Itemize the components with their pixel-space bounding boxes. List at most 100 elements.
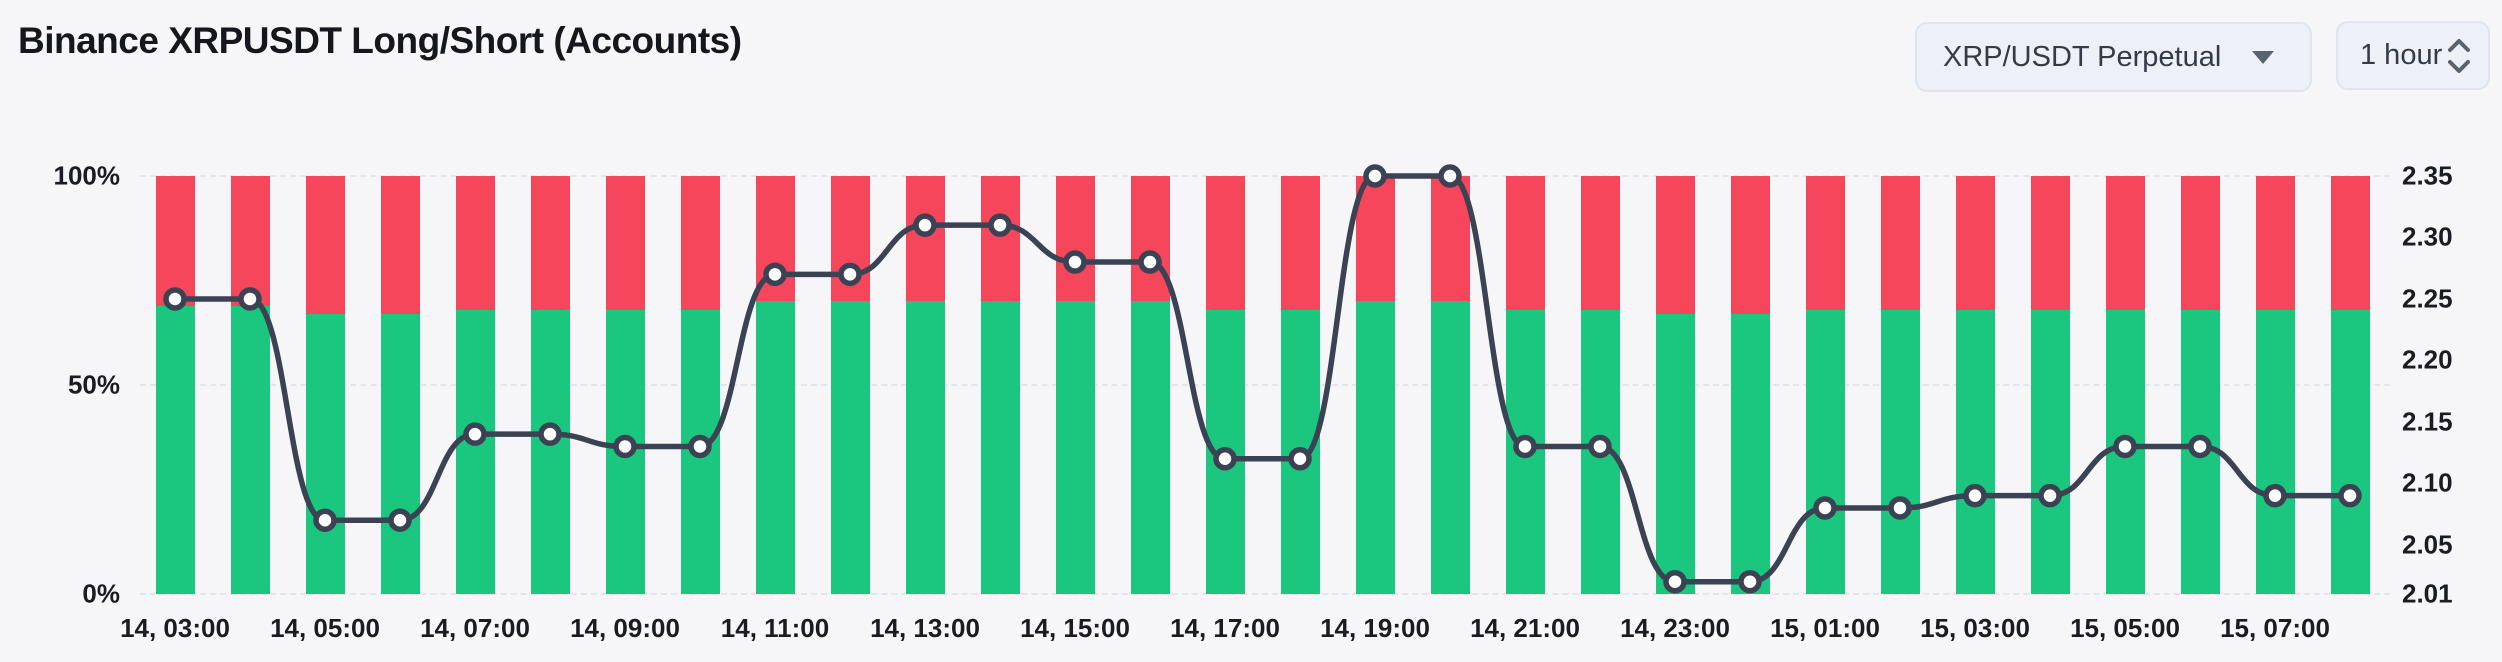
- short-bar-segment: [1730, 176, 1770, 314]
- price-marker: [388, 508, 412, 532]
- short-bar-segment: [2030, 176, 2070, 310]
- x-tick-label: 14, 05:00: [270, 613, 380, 643]
- long-bar-segment: [455, 309, 495, 594]
- long-bar-segment: [2030, 309, 2070, 594]
- short-bar-segment: [605, 176, 645, 310]
- price-marker: [1663, 569, 1687, 594]
- long-bar-segment: [980, 301, 1020, 594]
- price-marker: [1588, 434, 1612, 459]
- y-axis-label-right: 2.15: [2402, 406, 2453, 437]
- short-bar-segment: [1580, 176, 1620, 310]
- y-axis-label-right: 2.30: [2402, 221, 2453, 252]
- price-marker: [1438, 164, 1462, 188]
- long-bar-segment: [830, 301, 870, 594]
- price-marker: [1138, 250, 1162, 274]
- price-marker: [688, 434, 712, 459]
- x-tick-label: 14, 07:00: [420, 613, 530, 643]
- long-bar-segment: [1730, 313, 1770, 594]
- price-marker: [763, 262, 787, 287]
- x-tick-label: 14, 15:00: [1020, 613, 1130, 643]
- short-bar-segment: [230, 176, 270, 306]
- interval-select[interactable]: 1 hour: [2336, 21, 2490, 90]
- gridline: [140, 175, 2390, 177]
- x-tick-label: 14, 13:00: [870, 613, 980, 643]
- short-bar-segment: [980, 176, 1020, 302]
- price-marker: [988, 213, 1012, 237]
- short-bar-segment: [1055, 176, 1095, 302]
- price-marker: [163, 287, 187, 311]
- long-bar-segment: [305, 313, 345, 594]
- price-marker: [1288, 447, 1312, 471]
- long-bar-segment: [2330, 309, 2370, 594]
- price-marker: [838, 262, 862, 287]
- short-bar-segment: [2255, 176, 2295, 310]
- price-marker: [538, 422, 562, 446]
- up-down-chevron-icon: [2448, 38, 2470, 73]
- page-title: Binance XRPUSDT Long/Short (Accounts): [18, 20, 742, 61]
- long-bar-segment: [230, 305, 270, 594]
- long-bar-segment: [1130, 301, 1170, 594]
- x-tick-label: 14, 19:00: [1320, 613, 1430, 643]
- x-tick-label: 15, 03:00: [1920, 613, 2030, 643]
- y-axis-label-left: 0%: [82, 578, 120, 609]
- x-tick-label: 14, 09:00: [570, 613, 680, 643]
- short-bar-segment: [1655, 176, 1695, 314]
- short-bar-segment: [2330, 176, 2370, 310]
- y-axis-label-right: 2.25: [2402, 283, 2453, 314]
- price-marker: [1888, 496, 1912, 520]
- price-marker: [1213, 447, 1237, 471]
- short-bar-segment: [1955, 176, 1995, 310]
- price-marker: [2338, 483, 2362, 508]
- short-bar-segment: [305, 176, 345, 314]
- short-bar-segment: [905, 176, 945, 302]
- long-bar-segment: [1805, 309, 1845, 594]
- short-bar-segment: [455, 176, 495, 310]
- price-marker: [1063, 250, 1087, 274]
- long-bar-segment: [155, 305, 195, 594]
- x-tick-label: 14, 21:00: [1470, 613, 1580, 643]
- short-bar-segment: [680, 176, 720, 310]
- gridline: [140, 593, 2390, 595]
- price-marker: [2263, 483, 2287, 508]
- price-line: [172, 173, 2353, 585]
- price-marker: [463, 422, 487, 446]
- long-bar-segment: [530, 309, 570, 594]
- x-tick-label: 14, 03:00: [120, 613, 230, 643]
- price-marker: [1963, 483, 1987, 508]
- y-axis-label-left: 100%: [53, 160, 121, 191]
- x-tick-label: 14, 23:00: [1620, 613, 1730, 643]
- price-marker: [1513, 434, 1537, 459]
- short-bar-segment: [2105, 176, 2145, 310]
- long-bar-segment: [2255, 309, 2295, 594]
- short-bar-segment: [380, 176, 420, 314]
- interval-select-value: 1 hour: [2360, 39, 2443, 71]
- long-bar-segment: [1355, 301, 1395, 594]
- short-bar-segment: [2180, 176, 2220, 310]
- y-axis-label-right: 2.10: [2402, 467, 2453, 498]
- short-bar-segment: [1880, 176, 1920, 310]
- price-marker: [2188, 434, 2212, 459]
- price-marker: [913, 213, 937, 237]
- price-marker: [238, 287, 262, 311]
- short-bar-segment: [1355, 176, 1395, 302]
- x-tick-label: 14, 17:00: [1170, 613, 1280, 643]
- y-axis-label-right: 2.35: [2402, 160, 2453, 191]
- x-tick-label: 14, 11:00: [720, 613, 830, 643]
- long-bar-segment: [755, 301, 795, 594]
- long-bar-segment: [1430, 301, 1470, 594]
- long-bar-segment: [1655, 313, 1695, 594]
- x-tick-label: 15, 05:00: [2070, 613, 2180, 643]
- y-axis-label-right: 2.05: [2402, 529, 2453, 560]
- y-axis-label-right: 2.01: [2402, 578, 2453, 609]
- pair-select-value: XRP/USDT Perpetual: [1943, 40, 2222, 73]
- short-bar-segment: [155, 176, 195, 306]
- price-marker: [1738, 569, 1762, 594]
- long-bar-segment: [1955, 309, 1995, 594]
- long-bar-segment: [905, 301, 945, 594]
- y-axis-label-left: 50%: [67, 369, 120, 400]
- price-marker: [1813, 496, 1837, 520]
- short-bar-segment: [1205, 176, 1245, 310]
- pair-select[interactable]: XRP/USDT Perpetual: [1915, 22, 2312, 92]
